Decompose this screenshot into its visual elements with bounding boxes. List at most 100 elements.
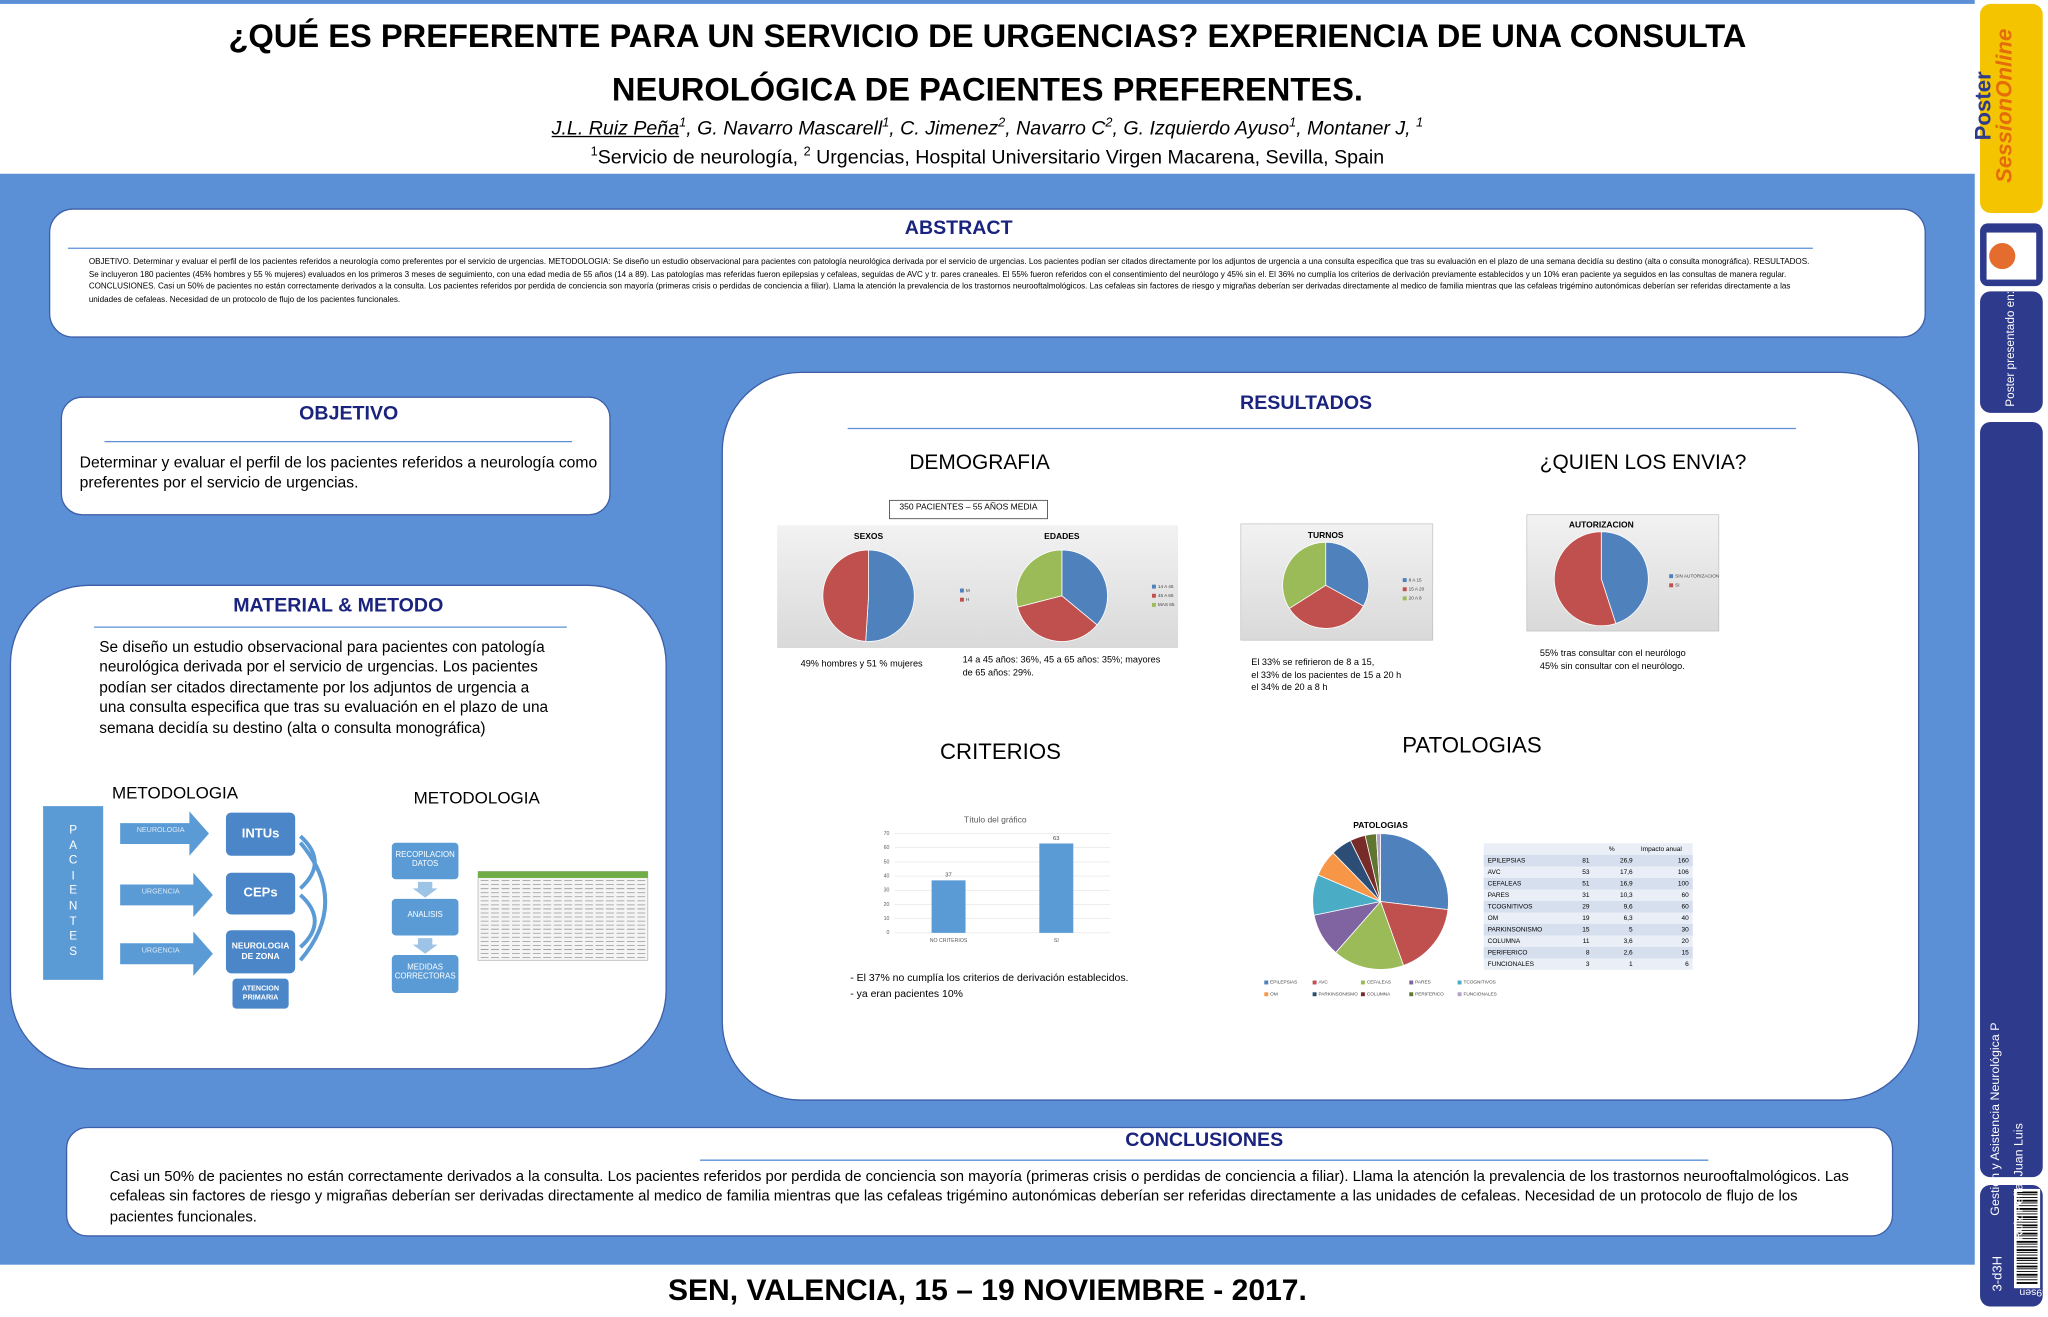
bar-line [2016,1265,2038,1268]
legend-swatch [1402,596,1407,601]
table-header: Impacto anual [1641,846,1682,853]
subheading: ¿QUIEN LOS ENVIA? [1539,452,1747,475]
legend-label: 20 A 8 [1409,596,1422,601]
affiliation-text: Servicio de neurología, [597,146,804,169]
bar-line [2016,1197,2038,1198]
footer: SEN, VALENCIA, 15 – 19 NOVIEMBRE - 2017. [667,1272,1307,1307]
bar-line [2016,1224,2038,1227]
bar-line [2016,1262,2038,1264]
pie-slice [1017,595,1098,642]
bar-line [2016,1199,2038,1202]
box-label: ATENCION PRIMARIA [242,985,280,1002]
y-tick-label: 20 [884,902,890,908]
bar-line [2016,1249,2038,1251]
chart-title: AUTORIZACION [1569,519,1634,529]
table-row-bg [1483,946,1693,959]
bar-line [2016,1273,2038,1276]
bar-line [2016,1238,2038,1240]
table-cell: 26,9 [1620,857,1633,864]
legend-swatch [1151,593,1156,598]
bar-line [2016,1276,2038,1278]
legend-swatch [1402,587,1407,592]
step-label: MEDIDAS CORRECTORAS [394,963,456,982]
legend-swatch [1360,980,1365,985]
session-label: Gestión y Asistencia Neurológica P [1988,1022,2003,1216]
y-tick-label: 70 [884,831,890,837]
table-cell: 31 [1582,892,1590,899]
pie-slice [1379,901,1449,966]
box-label: NEUROLOGIA DE ZONA [231,942,290,961]
brand-box [1980,3,2043,213]
table-cell: 15 [1682,949,1690,956]
caption-line: 45% sin consultar con el neurólogo. [1539,661,1685,671]
bar-line [2016,1227,2038,1229]
data-label: 63 [1053,836,1060,842]
table-cell: 100 [1678,880,1689,887]
author-sup: 1 [1416,116,1424,131]
affiliation: 1Servicio de neurología, 2 Urgencias, Ho… [0,145,1975,169]
bar-line [2016,1191,2038,1194]
bar-line [2016,1271,2038,1273]
step [391,898,459,936]
bar-line [2016,1254,2038,1256]
legend-swatch [1409,980,1414,985]
arrow-label: NEUROLOGIA [136,827,185,835]
subheading: CRITERIOS [940,739,1061,765]
down-arrow [412,881,438,898]
pie-slice [865,549,915,642]
caption-line: El 33% se refirieron de 8 a 15, [1251,658,1375,668]
table-cell: 17,6 [1620,869,1633,876]
legend-swatch [1264,980,1269,985]
table-cell: EPILEPSIAS [1488,857,1526,864]
box [232,978,289,1009]
author-label: Ruiz Peña, Juan Luis [2012,1123,2027,1241]
caption-line: 14 a 45 años: 36%, 45 a 65 años: 35%; ma… [962,655,1161,666]
author-sup: 1 [882,116,890,131]
pacientes-label: PACIENTES [68,823,78,958]
table-cell: CEFALEAS [1488,880,1522,887]
brand: Poster SessionOnline [1971,14,2017,197]
subheading: PATOLOGIAS [1402,732,1542,758]
step [391,842,459,880]
table-cell: 6,3 [1624,915,1633,922]
arrows [120,811,213,976]
arrow-label: URGENCIA [141,947,180,956]
legend-label: TCOGNITIVOS [1463,980,1495,985]
chart-title: Título del gráfico [964,815,1027,825]
y-tick-label: 60 [884,845,890,851]
pie-slice [1380,833,1449,911]
author-sup: 1 [679,116,687,131]
legend-label: OM [1270,991,1278,996]
legend-label: CEFALEAS [1367,980,1391,985]
bar-line [2016,1229,2038,1231]
legend-swatch [1402,578,1407,583]
author: , G. Navarro Mascarell [686,117,883,140]
table-row-bg [1483,900,1693,913]
curved-arrows [298,834,328,962]
bar [1039,843,1074,933]
code-label: 3-d3H [1991,1255,2006,1292]
objetivo-box [60,396,611,516]
x-tick-label: NO CRITERIOS [930,938,968,944]
y-tick-label: 40 [884,873,890,879]
metodo-text: Se diseño un estudio observacional para … [99,637,549,737]
bar-line [2016,1260,2038,1262]
table-cell: OM [1488,915,1498,922]
caption-line: el 33% de los pacientes de 15 a 20 h [1251,670,1402,681]
data-label: 37 [945,873,952,879]
legend-swatch [959,588,964,593]
section-heading: MATERIAL & METODO [233,594,444,617]
legend-label: COLUMNA [1367,991,1391,996]
arrow [120,931,213,976]
abstract-box [48,208,1926,338]
legend-swatch [1360,992,1365,997]
table-cell: 20 [1682,938,1690,945]
banner-box [888,499,1048,520]
top-rule [0,0,1975,4]
chart-title: EDADES [1044,531,1080,541]
bar-line [2016,1240,2038,1243]
title-line: ¿QUÉ ES PREFERENTE PARA UN SERVICIO DE U… [228,18,1747,55]
pie-slice [1600,531,1649,625]
table-cell: 6 [1685,961,1689,968]
table-cell: 5 [1629,926,1633,933]
